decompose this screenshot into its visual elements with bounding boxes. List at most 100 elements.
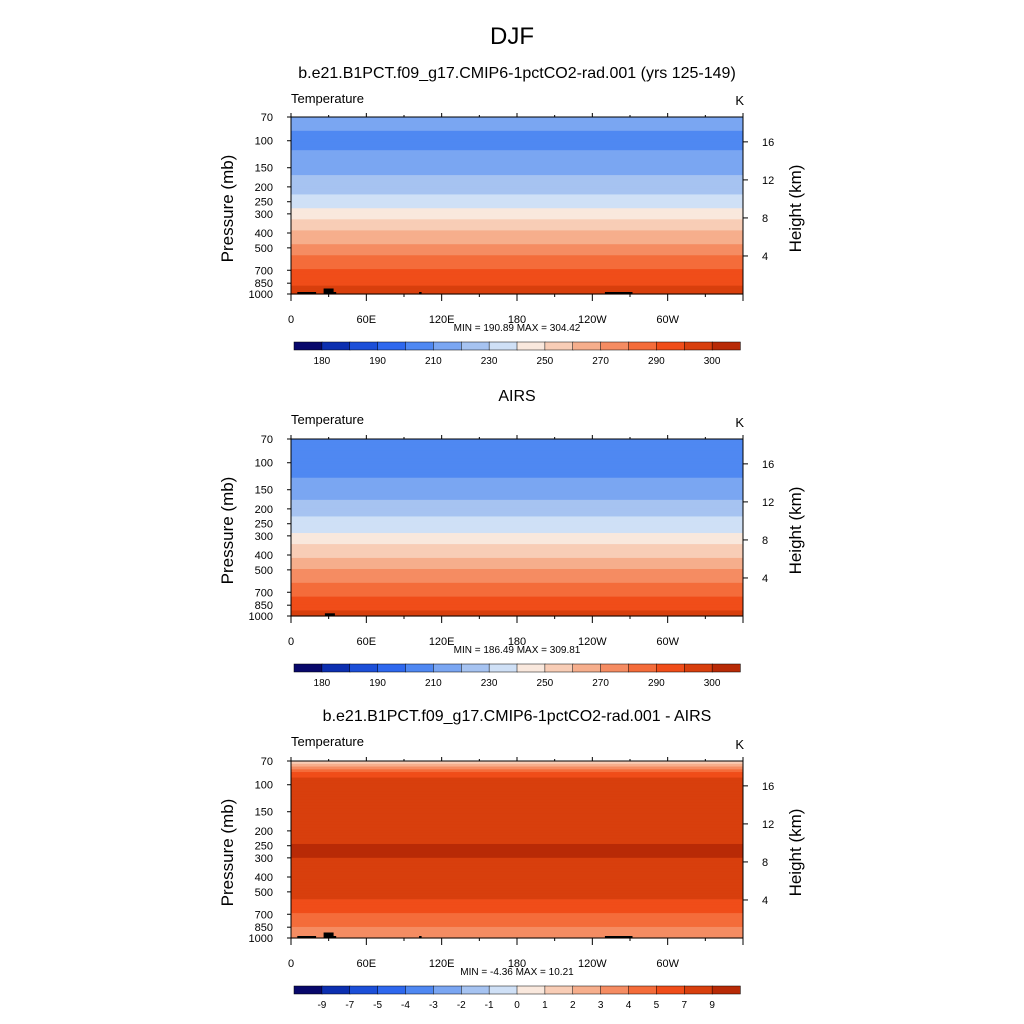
- height-tick-label: 8: [762, 857, 768, 869]
- field-band: [291, 769, 743, 773]
- colorbar-label: 4: [626, 1000, 632, 1011]
- field-band: [291, 505, 743, 509]
- field-band: [291, 252, 743, 256]
- lon-tick-label: 60W: [656, 636, 679, 648]
- field-band: [291, 921, 743, 925]
- panel-title: AIRS: [498, 388, 535, 405]
- pressure-tick-label: 400: [255, 872, 273, 884]
- pressure-tick-label: 300: [255, 853, 273, 865]
- field-band: [291, 141, 743, 146]
- field-band: [291, 538, 743, 542]
- pressure-tick-label: 70: [261, 112, 273, 124]
- height-tick-label: 4: [762, 251, 768, 263]
- colorbar-difference: -9 -7 -5 -4 -3 -2 -1 0 1 2 3 4 5 7 9: [293, 985, 741, 1011]
- panel-title: b.e21.B1PCT.f09_g17.CMIP6-1pctCO2-rad.00…: [298, 65, 736, 82]
- field-band: [291, 788, 743, 793]
- field-band: [291, 799, 743, 804]
- colorbar-box: [293, 985, 323, 995]
- colorbar-label: 1: [542, 1000, 548, 1011]
- field-band: [291, 474, 743, 479]
- field-band: [291, 194, 743, 198]
- colorbar-label: 300: [704, 356, 721, 367]
- colorbar-label: 210: [425, 678, 442, 689]
- colorbar-box: [461, 985, 490, 995]
- stats-text: MIN = 190.89 MAX = 304.42: [454, 323, 581, 334]
- field-band: [291, 133, 743, 137]
- field-band: [291, 904, 743, 909]
- field-band: [291, 613, 743, 617]
- field-band: [291, 855, 743, 859]
- pressure-tick-label: 1000: [249, 933, 273, 945]
- field-band: [291, 197, 743, 201]
- colorbar-label: 250: [537, 356, 554, 367]
- field-band: [291, 868, 743, 873]
- field-band: [291, 521, 743, 526]
- colorbar-box: [433, 663, 462, 673]
- panel-airs: AIRS Temperature K 701001502002503004005…: [218, 388, 805, 689]
- field-band: [291, 885, 743, 889]
- field-band: [291, 777, 743, 781]
- field-band: [291, 238, 743, 243]
- field-band: [291, 557, 743, 562]
- field-band: [291, 246, 743, 251]
- field-band: [291, 510, 743, 515]
- field-band: [291, 772, 743, 776]
- pressure-tick-label: 250: [255, 841, 273, 853]
- field-band: [291, 899, 743, 903]
- pressure-tick-label: 850: [255, 600, 273, 612]
- field-band: [291, 117, 743, 121]
- field-band: [291, 838, 743, 842]
- field-band: [291, 472, 743, 476]
- colorbar-box: [488, 341, 518, 351]
- field-band: [291, 596, 743, 601]
- colorbar-box: [349, 985, 379, 995]
- field-band: [291, 175, 743, 179]
- field-band: [291, 155, 743, 160]
- field-band: [291, 763, 743, 768]
- pressure-tick-label: 200: [255, 182, 273, 194]
- colorbar-box: [516, 985, 546, 995]
- field-band: [291, 483, 743, 487]
- ylabel-right: Height (km): [786, 165, 805, 253]
- field-band: [291, 269, 743, 273]
- field-band: [291, 258, 743, 262]
- terrain-block: [419, 936, 422, 938]
- field-band: [291, 486, 743, 490]
- colorbar-label: -3: [429, 1000, 438, 1011]
- field-band: [291, 863, 743, 867]
- height-tick-label: 4: [762, 895, 768, 907]
- field-band: [291, 582, 743, 587]
- field-band: [291, 147, 743, 151]
- field-band: [291, 533, 743, 537]
- height-tick-label: 12: [762, 497, 774, 509]
- colorbar-label: 9: [709, 1000, 715, 1011]
- field-band: [291, 860, 743, 864]
- colorbar-box: [628, 341, 658, 351]
- field-band: [291, 560, 743, 565]
- field-band: [291, 549, 743, 553]
- terrain-block: [604, 292, 633, 294]
- colorbar-label: -4: [401, 1000, 410, 1011]
- field-band: [291, 552, 743, 556]
- field-label: Temperature: [291, 91, 364, 106]
- field-band: [291, 183, 743, 187]
- field-band: [291, 888, 743, 892]
- field-label: Temperature: [291, 412, 364, 427]
- field-band: [291, 230, 743, 234]
- field-band: [291, 266, 743, 270]
- field-band: [291, 555, 743, 559]
- field-band: [291, 813, 743, 817]
- field-band: [291, 932, 743, 936]
- height-tick-label: 16: [762, 781, 774, 793]
- field-band: [291, 169, 743, 173]
- field-band: [291, 291, 743, 295]
- colorbar-box: [656, 985, 685, 995]
- colorbar-model: 180 190 210 230 250 270 290 300: [293, 341, 741, 367]
- field-band: [291, 819, 743, 823]
- units-label: K: [735, 415, 744, 430]
- field-band: [291, 463, 743, 468]
- colorbar-label: 5: [654, 1000, 660, 1011]
- lon-tick-label: 180: [508, 636, 526, 648]
- field-band: [291, 191, 743, 196]
